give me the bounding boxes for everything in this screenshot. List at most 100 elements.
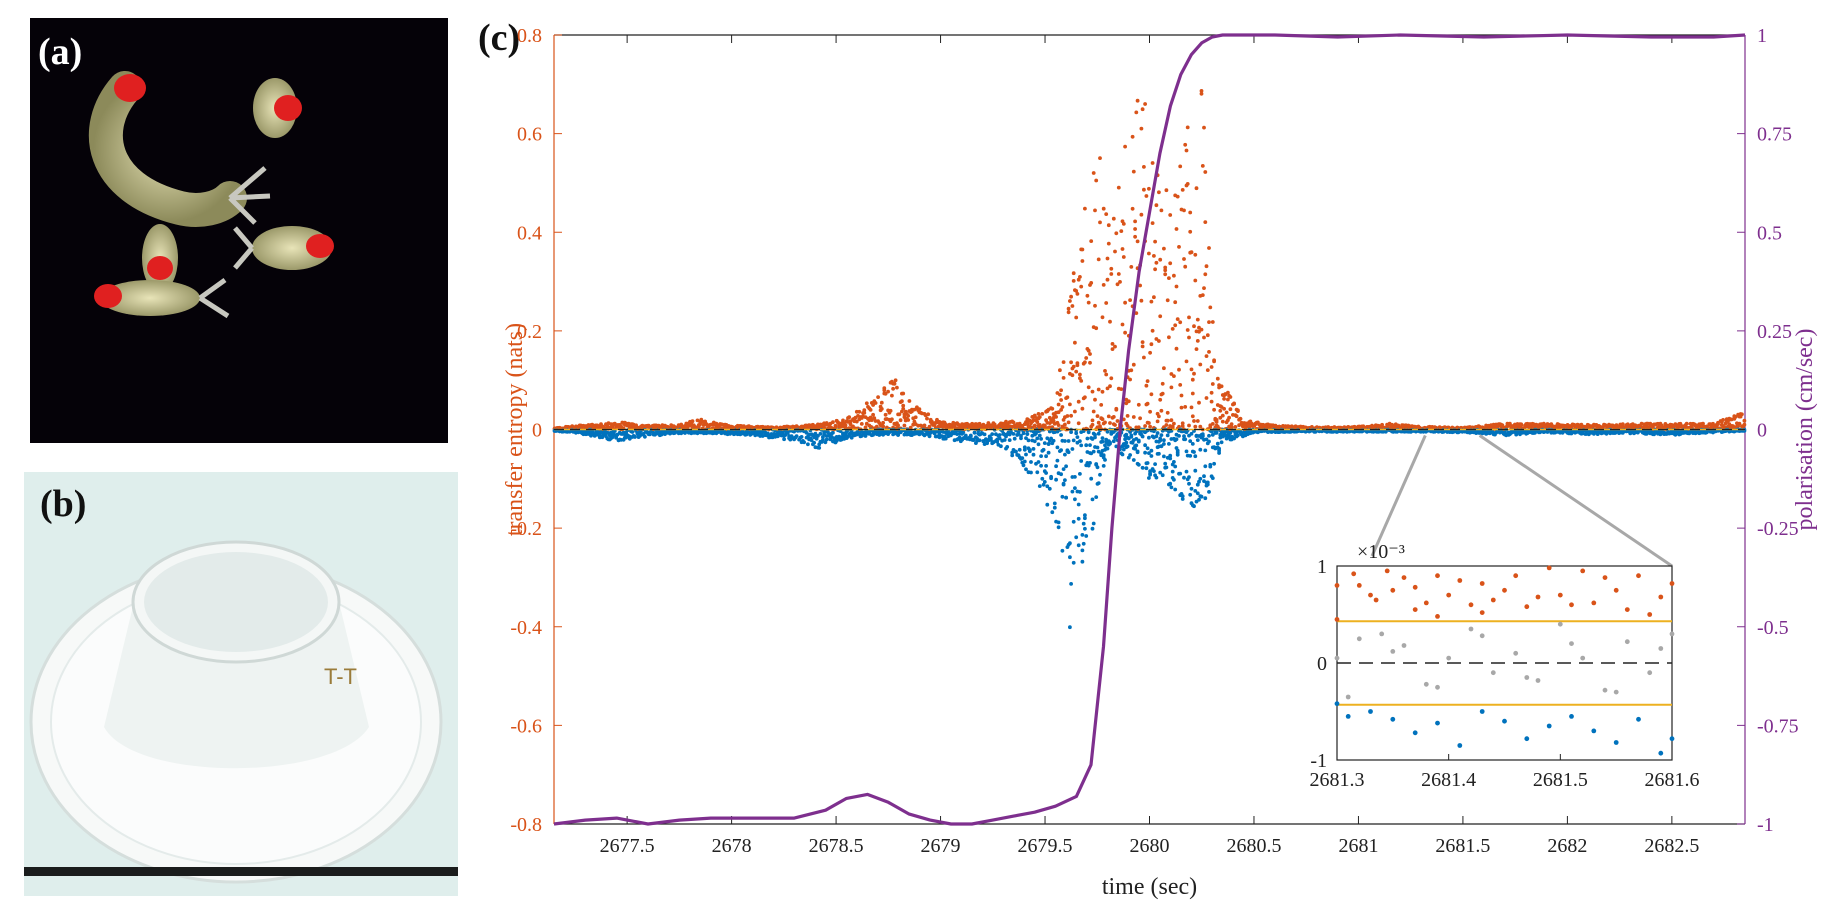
te-positive-point: [1036, 412, 1041, 416]
te-negative-point: [1068, 625, 1072, 630]
te-positive-point: [863, 425, 868, 430]
y-left-tick-label: 0: [532, 420, 542, 442]
te-positive-point: [1125, 424, 1130, 428]
te-positive-point: [1178, 164, 1183, 169]
y-left-tick-label: -0.8: [510, 814, 542, 836]
te-positive-point: [1037, 415, 1042, 419]
te-negative-point: [1044, 464, 1048, 468]
te-negative-point: [1027, 449, 1032, 454]
te-positive-point: [1210, 382, 1215, 386]
te-positive-point: [1109, 272, 1114, 276]
te-positive-point: [1104, 301, 1109, 305]
te-negative-point: [1021, 431, 1026, 436]
te-positive-point: [1155, 419, 1160, 424]
te-negative-point: [1041, 447, 1046, 452]
te-positive-point: [913, 415, 918, 420]
te-positive-point: [1089, 239, 1094, 244]
te-positive-point: [1133, 227, 1137, 231]
te-positive-point: [1080, 247, 1085, 252]
te-positive-point: [1209, 365, 1214, 369]
te-positive-point: [1058, 368, 1062, 373]
te-negative-point: [1022, 445, 1027, 450]
te-negative-point: [1170, 469, 1175, 474]
inset-blue-point: [1457, 743, 1463, 748]
te-positive-point: [1224, 410, 1229, 415]
inset-orange-point: [1351, 571, 1357, 577]
te-negative-point: [1120, 452, 1125, 457]
te-negative-point: [1059, 448, 1063, 452]
te-positive-point: [925, 416, 929, 421]
te-negative-point: [1147, 435, 1151, 440]
inset-grey-point: [1624, 639, 1630, 645]
te-positive-point: [690, 419, 695, 424]
te-negative-point: [1014, 449, 1018, 454]
te-positive-point: [1210, 422, 1215, 426]
te-negative-point: [1175, 448, 1180, 453]
inset-orange-point: [1412, 584, 1418, 590]
te-positive-point: [1711, 421, 1715, 426]
te-positive-point: [1100, 417, 1105, 422]
te-positive-point: [1094, 178, 1099, 183]
te-negative-point: [1078, 490, 1082, 494]
te-negative-point: [643, 434, 647, 439]
inset-orange-point: [1479, 610, 1485, 615]
inset-x-tick-label: 2681.6: [1645, 769, 1700, 791]
te-positive-point: [1173, 323, 1178, 328]
te-positive-point: [1083, 206, 1087, 211]
te-positive-point: [898, 418, 903, 423]
te-negative-point: [1007, 438, 1012, 442]
te-positive-point: [868, 408, 873, 412]
te-positive-point: [1160, 381, 1165, 386]
te-negative-point: [1002, 438, 1007, 442]
te-negative-point: [1100, 439, 1105, 444]
te-negative-point: [1182, 475, 1186, 480]
te-positive-point: [1149, 342, 1154, 347]
te-positive-point: [891, 386, 895, 391]
te-positive-point: [1096, 420, 1101, 425]
inset-blue-point: [1435, 720, 1440, 726]
inset-orange-point: [1647, 612, 1653, 617]
te-negative-point: [1069, 430, 1073, 434]
inset-grey-point: [1535, 678, 1541, 683]
te-negative-point: [1193, 468, 1198, 473]
inset-grey-point: [1613, 689, 1619, 695]
te-positive-point: [1203, 220, 1208, 225]
te-negative-point: [1071, 519, 1076, 524]
te-positive-point: [1148, 409, 1152, 414]
te-positive-point: [1142, 187, 1146, 192]
te-positive-point: [1079, 379, 1084, 383]
te-positive-point: [1129, 368, 1134, 373]
te-negative-point: [927, 433, 932, 438]
y-left-tick-label: 0.4: [517, 222, 542, 244]
te-negative-point: [1095, 445, 1100, 450]
inset-connector-left: [1370, 434, 1427, 557]
te-negative-point: [1076, 516, 1081, 521]
te-positive-point: [1175, 194, 1180, 199]
te-positive-point: [1199, 91, 1204, 96]
te-negative-point: [1029, 460, 1033, 464]
te-positive-point: [1105, 386, 1110, 391]
te-negative-point: [1111, 439, 1116, 444]
te-negative-point: [1145, 461, 1150, 465]
tank-photo: T-T: [24, 472, 458, 896]
inset-orange-point: [1557, 592, 1563, 598]
te-negative-point: [1080, 533, 1085, 537]
te-negative-point: [1165, 433, 1170, 438]
inset-orange-point: [1446, 592, 1452, 598]
te-positive-point: [1167, 276, 1171, 280]
inset-grey-point: [1401, 643, 1407, 648]
te-negative-point: [1172, 477, 1176, 482]
te-negative-point: [1049, 474, 1053, 479]
te-negative-point: [977, 438, 982, 443]
te-positive-point: [1086, 385, 1091, 390]
te-negative-point: [1193, 489, 1198, 493]
te-positive-point: [1106, 414, 1111, 419]
te-positive-point: [1183, 142, 1188, 147]
te-negative-point: [1020, 456, 1025, 460]
te-negative-point: [1029, 470, 1033, 475]
te-positive-point: [857, 409, 862, 414]
te-positive-point: [1220, 419, 1225, 424]
te-positive-point: [992, 422, 997, 427]
te-positive-point: [1154, 203, 1159, 208]
te-positive-point: [922, 423, 927, 428]
